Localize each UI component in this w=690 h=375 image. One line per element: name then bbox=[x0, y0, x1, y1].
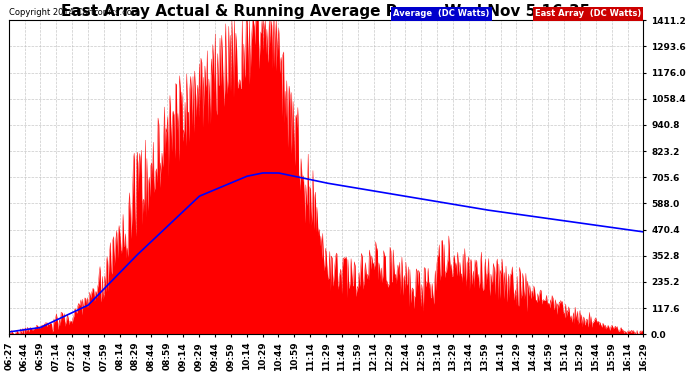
Text: Average  (DC Watts): Average (DC Watts) bbox=[393, 9, 490, 18]
Text: Copyright 2014 Cartronics.com: Copyright 2014 Cartronics.com bbox=[9, 8, 139, 16]
Text: East Array  (DC Watts): East Array (DC Watts) bbox=[535, 9, 641, 18]
Title: East Array Actual & Running Average Power Wed Nov 5 16:35: East Array Actual & Running Average Powe… bbox=[61, 4, 591, 19]
